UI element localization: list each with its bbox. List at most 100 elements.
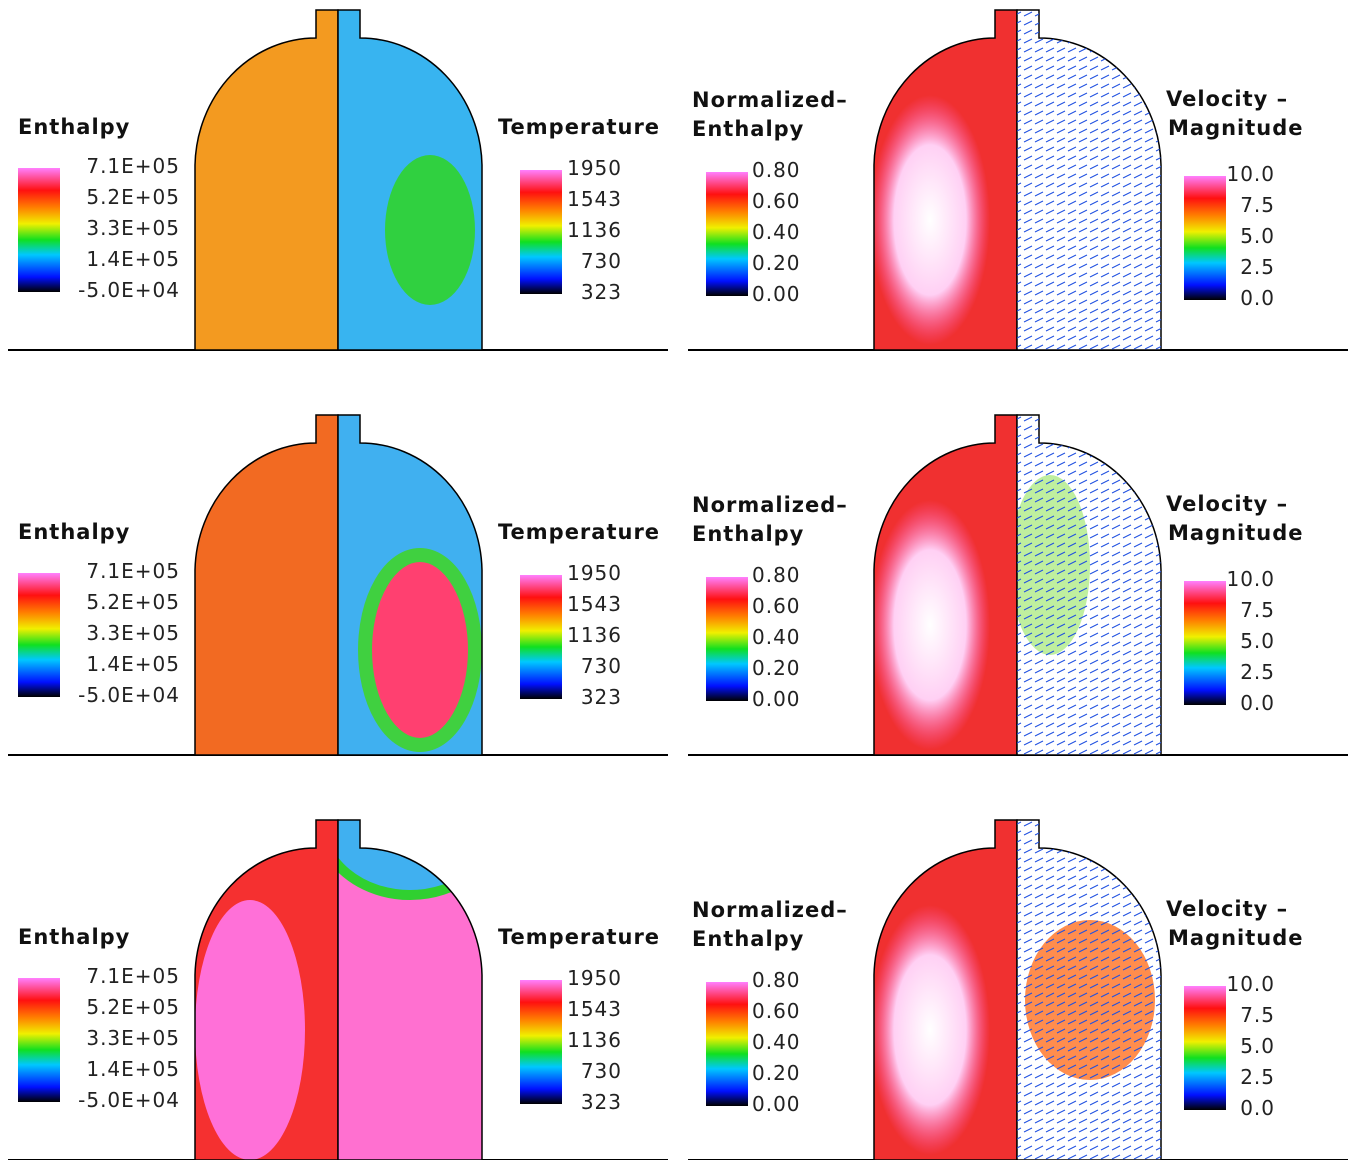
tick-label: 7.5 [1240, 598, 1275, 622]
tick-label: 7.1E+05 [86, 154, 180, 178]
legend-title: Velocity – [1166, 87, 1288, 111]
field-fill [195, 10, 338, 350]
colorbar [706, 982, 748, 1106]
tick-label: 7.1E+05 [86, 559, 180, 583]
field [320, 745, 500, 1160]
field-blob [385, 155, 475, 305]
tick-label: 3.3E+05 [86, 621, 180, 645]
tick-label: 5.2E+05 [86, 995, 180, 1019]
tick-label: 10.0 [1226, 972, 1275, 996]
colorbar [18, 978, 60, 1102]
tick-label: 0.20 [752, 251, 801, 275]
row: Enthalpy 7.1E+05 5.2E+05 3.3E+05 1.4E+05 -5.0… [8, 745, 1348, 1160]
tick-label: 1136 [567, 1028, 622, 1052]
colorbar [18, 168, 60, 292]
legend-title: Velocity – [1166, 897, 1288, 921]
tick-label: 0.0 [1240, 286, 1275, 310]
tick-label: 10.0 [1226, 162, 1275, 186]
legend-title: Enthalpy [18, 925, 130, 949]
field [195, 415, 338, 755]
row: Enthalpy 7.1E+05 5.2E+05 3.3E+05 1.4E+05 -5.0… [8, 415, 1348, 755]
legend-title: Enthalpy [18, 520, 130, 544]
tick-label: 323 [581, 1090, 622, 1114]
tick-label: 0.80 [752, 563, 801, 587]
legend-title: Normalized– [692, 88, 848, 112]
tick-label: 0.00 [752, 282, 801, 306]
legend-title: Magnitude [1168, 116, 1304, 140]
tick-label: 1543 [567, 592, 622, 616]
colorbar [1184, 986, 1226, 1110]
tick-label: 730 [581, 249, 622, 273]
tick-label: 0.80 [752, 968, 801, 992]
tick-label: 7.5 [1240, 1003, 1275, 1027]
tick-label: 1950 [567, 156, 622, 180]
tick-label: 2.5 [1240, 255, 1275, 279]
tick-label: 1543 [567, 997, 622, 1021]
tick-label: 1136 [567, 623, 622, 647]
field-blob [870, 905, 990, 1155]
tick-label: 0.80 [752, 158, 801, 182]
field [870, 820, 1017, 1160]
field-blob [195, 900, 305, 1160]
tick-label: 0.20 [752, 656, 801, 680]
tick-label: 10.0 [1226, 567, 1275, 591]
colorbar [706, 172, 748, 296]
field-blob [870, 95, 990, 345]
colorbar [520, 170, 562, 294]
legend-title: Magnitude [1168, 926, 1304, 950]
tick-label: 5.2E+05 [86, 590, 180, 614]
field [338, 415, 482, 755]
tick-label: 7.5 [1240, 193, 1275, 217]
tick-label: 3.3E+05 [86, 216, 180, 240]
field-fill [195, 415, 338, 755]
velocity-vectors [1017, 415, 1161, 755]
tick-label: 5.2E+05 [86, 185, 180, 209]
field [870, 10, 1017, 350]
tick-label: -5.0E+04 [78, 683, 180, 707]
legend-title: Enthalpy [692, 927, 804, 951]
velocity-vectors [1017, 10, 1161, 350]
tick-label: 3.3E+05 [86, 1026, 180, 1050]
colorbar [706, 577, 748, 701]
legend-title: Enthalpy [692, 117, 804, 141]
tick-label: 0.00 [752, 1092, 801, 1116]
tick-label: 1.4E+05 [86, 247, 180, 271]
legend-title: Normalized– [692, 493, 848, 517]
tick-label: 323 [581, 280, 622, 304]
colorbar [520, 980, 562, 1104]
legend-title: Temperature [498, 115, 660, 139]
legend-title: Velocity – [1166, 492, 1288, 516]
field [870, 415, 1017, 755]
tick-label: 5.0 [1240, 224, 1275, 248]
tick-label: 0.20 [752, 1061, 801, 1085]
row: Enthalpy7.1E+055.2E+053.3E+051.4E+05-5.0… [8, 10, 1348, 350]
legend-title: Magnitude [1168, 521, 1304, 545]
colorbar [520, 575, 562, 699]
colorbar [18, 573, 60, 697]
tick-label: 1.4E+05 [86, 652, 180, 676]
legend-title: Temperature [498, 925, 660, 949]
tick-label: 1.4E+05 [86, 1057, 180, 1081]
legend-title: Enthalpy [692, 522, 804, 546]
field [338, 10, 482, 350]
tick-label: -5.0E+04 [78, 1088, 180, 1112]
tick-label: 2.5 [1240, 660, 1275, 684]
tick-label: 5.0 [1240, 629, 1275, 653]
tick-label: 1950 [567, 561, 622, 585]
tick-label: 1136 [567, 218, 622, 242]
tick-label: 0.00 [752, 687, 801, 711]
tick-label: 7.1E+05 [86, 964, 180, 988]
tick-label: 323 [581, 685, 622, 709]
tick-label: 0.0 [1240, 691, 1275, 715]
legend-title: Normalized– [692, 898, 848, 922]
colorbar [1184, 581, 1226, 705]
field-blob [870, 500, 990, 750]
tick-label: 1543 [567, 187, 622, 211]
field [195, 820, 338, 1160]
figure: Enthalpy 7.1E+05 5.2E+05 3.3E+05 1.4E+05 -5.0… [0, 0, 1351, 1160]
tick-label: 2.5 [1240, 1065, 1275, 1089]
tick-label: 730 [581, 1059, 622, 1083]
field-blob [365, 555, 475, 745]
tick-label: 0.60 [752, 594, 801, 618]
tick-label: 0.60 [752, 189, 801, 213]
